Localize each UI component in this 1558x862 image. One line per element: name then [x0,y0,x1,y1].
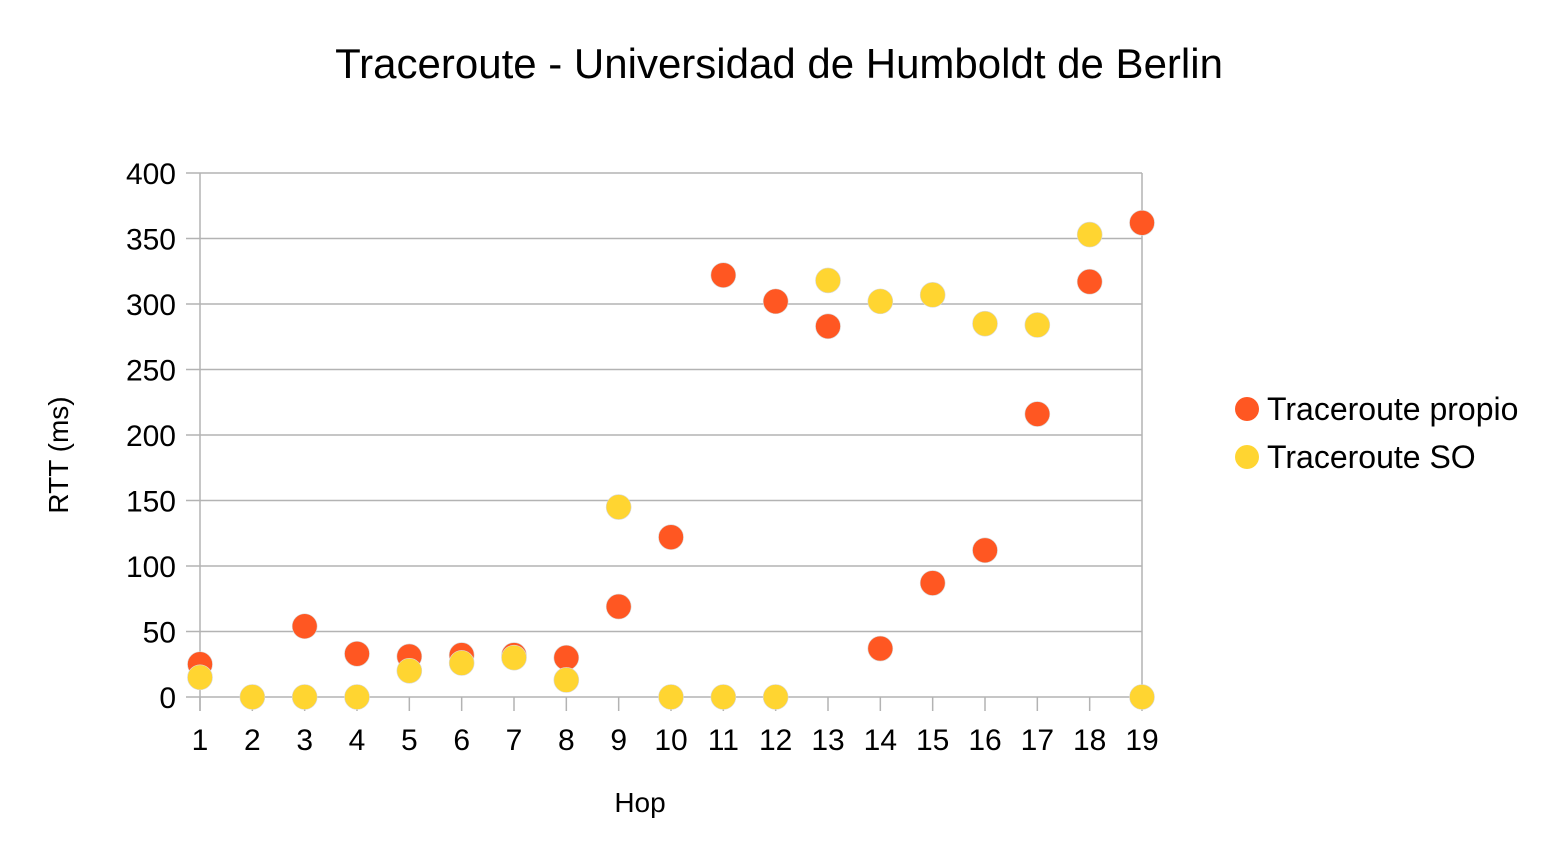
point-series-1 [605,593,632,620]
x-tick-label: 6 [453,724,470,757]
point-series-2 [605,494,632,520]
legend-label: Traceroute SO [1267,439,1476,475]
y-tick-label: 200 [126,420,176,453]
point-series-1 [291,613,318,640]
x-tick-label: 12 [759,724,792,757]
point-series-2 [448,650,475,676]
point-series-2 [501,644,527,671]
point-series-1 [658,524,684,550]
point-series-2 [972,310,998,337]
x-tick-label: 2 [244,724,261,757]
axes [199,173,1143,711]
point-series-2 [1129,684,1155,710]
point-series-1 [1076,268,1103,295]
point-series-2 [187,664,213,691]
x-tick-labels: 1 2 3 4 5 6 7 8 9 10 11 12 13 14 15 16 17 18 19 [192,724,1159,757]
legend-label: Traceroute propio [1267,391,1518,427]
point-series-2 [239,684,266,710]
x-tick-label: 11 [708,724,739,757]
y-tick-label: 300 [126,289,176,322]
point-series-1 [344,640,370,667]
point-series-1 [1129,209,1155,236]
x-tick-label: 8 [558,724,575,757]
x-tick-label: 16 [968,724,1001,757]
data-points [187,209,1155,710]
point-series-2 [344,684,370,710]
x-axis-label: Hop [614,787,665,818]
y-tick-label: 400 [126,158,176,191]
point-series-1 [867,635,894,662]
x-tick-label: 18 [1073,724,1106,757]
y-tick-label: 150 [126,486,176,519]
point-series-2 [396,657,423,684]
point-series-1 [972,537,998,564]
point-series-1 [815,313,841,340]
chart-title: Traceroute - Universidad de Humboldt de … [335,40,1223,87]
y-tick-label: 100 [126,551,176,584]
y-tick-label: 350 [126,224,176,257]
point-series-1 [1024,401,1051,427]
point-series-2 [291,684,318,710]
x-tick-label: 5 [401,724,418,757]
point-series-1 [710,262,737,288]
point-series-2 [762,684,789,710]
point-series-1 [762,288,789,315]
x-tick-label: 4 [349,724,366,757]
y-axis-label: RTT (ms) [43,396,74,513]
legend: Traceroute propio Traceroute SO [1235,391,1518,475]
legend-marker [1235,445,1259,469]
y-tick-label: 50 [143,617,176,650]
legend-marker [1235,397,1259,421]
point-series-2 [658,684,684,710]
x-tick-label: 10 [654,724,687,757]
point-series-2 [1024,312,1051,338]
grid-lines [186,172,1142,698]
point-series-2 [1076,221,1103,248]
point-series-2 [867,288,894,315]
point-series-1 [919,570,946,596]
x-tick-label: 1 [192,724,209,757]
x-tick-label: 7 [506,724,523,757]
x-tick-label: 9 [610,724,627,757]
point-series-2 [553,667,580,693]
y-tick-label: 250 [126,355,176,388]
point-series-1 [553,644,580,671]
point-series-2 [919,282,946,308]
x-tick-label: 14 [864,724,897,757]
x-tick-label: 19 [1125,724,1158,757]
point-series-2 [815,267,841,294]
y-tick-label: 0 [159,682,176,715]
point-series-2 [710,684,737,710]
x-tick-label: 15 [916,724,949,757]
y-tick-labels: 0 50 100 150 200 250 300 350 400 [126,158,176,715]
x-tick-label: 13 [811,724,844,757]
x-tick-label: 3 [296,724,313,757]
x-tick-label: 17 [1021,724,1054,757]
